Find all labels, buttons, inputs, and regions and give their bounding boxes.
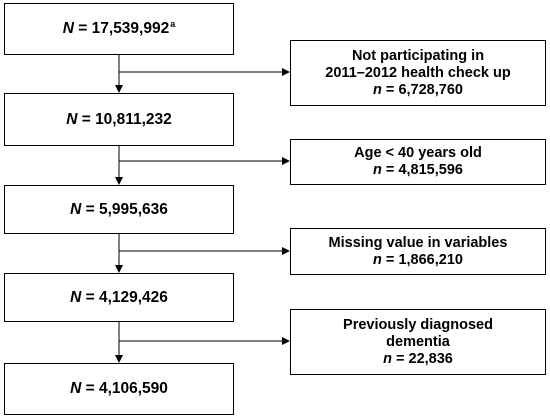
main-box-2-label: N = 10,811,232 — [66, 110, 172, 128]
exclusion-box-2: Age < 40 years old n = 4,815,596 — [290, 139, 546, 185]
main-box-4-label: N = 4,129,426 — [70, 288, 168, 306]
exclusion-box-4: Previously diagnosed dementia n = 22,836 — [290, 309, 546, 375]
main-box-3-label: N = 5,995,636 — [70, 200, 168, 218]
exclusion-box-1-line-1: Not participating in — [351, 47, 485, 64]
main-box-3: N = 5,995,636 — [4, 185, 234, 234]
exclusion-box-2-count: n = 4,815,596 — [373, 162, 463, 178]
exclusion-box-4-count: n = 22,836 — [383, 350, 453, 367]
exclusion-box-3-count: n = 1,866,210 — [373, 251, 463, 268]
exclusion-box-1: Not participating in 2011–2012 health ch… — [290, 40, 546, 106]
exclusion-box-1-count: n = 6,728,760 — [373, 81, 463, 98]
exclusion-box-4-line-2: dementia — [386, 333, 450, 350]
main-box-2: N = 10,811,232 — [4, 93, 234, 146]
exclusion-box-4-line-1: Previously diagnosed — [343, 316, 493, 333]
main-box-1-label: N = 17,539,992a — [62, 19, 176, 38]
exclusion-box-3: Missing value in variables n = 1,866,210 — [290, 228, 546, 275]
exclusion-box-1-line-2: 2011–2012 health check up — [325, 64, 511, 81]
exclusion-box-3-line-1: Missing value in variables — [328, 234, 508, 251]
main-box-1: N = 17,539,992a — [4, 3, 234, 55]
main-box-5: N = 4,106,590 — [4, 363, 234, 415]
exclusion-box-2-line-1: Age < 40 years old — [354, 145, 482, 161]
main-box-5-label: N = 4,106,590 — [70, 380, 168, 397]
main-box-4: N = 4,129,426 — [4, 273, 234, 322]
footnote-marker: a — [170, 19, 176, 30]
